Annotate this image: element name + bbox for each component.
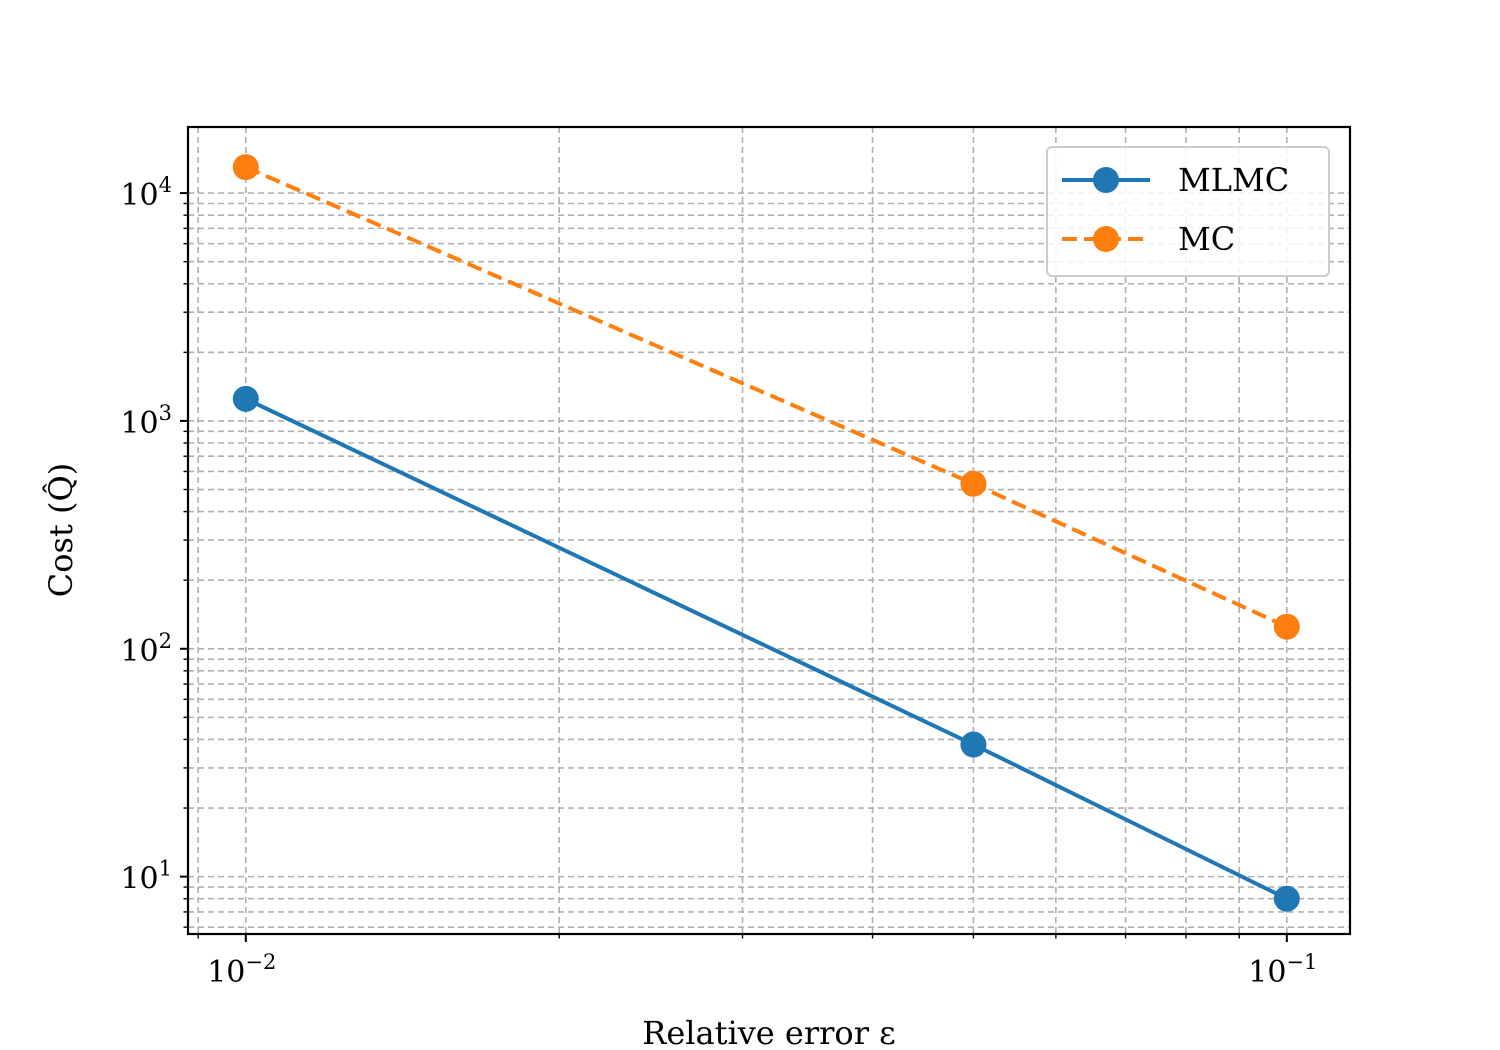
y-tick-label-base: 10 <box>120 178 158 213</box>
data-point-mlmc <box>960 731 987 758</box>
plot-frame <box>186 125 1352 936</box>
legend-label-mc: MC <box>1178 220 1235 258</box>
x-tick-label-base: 10 <box>207 955 245 990</box>
series-mc <box>232 154 1300 640</box>
data-point-mc <box>960 470 987 497</box>
y-tick-label: 103 <box>120 401 172 441</box>
legend-marker-mlmc <box>1093 167 1119 193</box>
grid <box>188 127 1350 934</box>
legend-item-mlmc: MLMC <box>1062 161 1289 199</box>
x-tick-label-exponent: −2 <box>245 950 276 974</box>
data-point-mlmc <box>232 385 259 412</box>
y-tick-label-exponent: 3 <box>159 401 172 425</box>
x-tick-label-exponent: −1 <box>1286 950 1317 974</box>
y-tick-label-base: 10 <box>120 862 158 897</box>
y-tick-label: 104 <box>120 173 172 213</box>
x-axis-title: Relative error ε <box>642 1014 895 1050</box>
legend-label-mlmc: MLMC <box>1178 161 1289 199</box>
data-point-mc <box>232 154 259 181</box>
legend-marker-mc <box>1093 226 1119 252</box>
y-tick-label: 101 <box>120 857 172 897</box>
legend-item-mc: MC <box>1062 220 1235 258</box>
series-mlmc <box>232 385 1300 912</box>
legend: MLMC MC <box>1046 146 1330 277</box>
y-tick-label-exponent: 4 <box>159 173 172 197</box>
x-tick-label: 10−1 <box>1248 950 1317 990</box>
y-tick-label-base: 10 <box>120 406 158 441</box>
data-point-mc <box>1273 613 1300 640</box>
data-point-mlmc <box>1273 885 1300 912</box>
y-tick-label-base: 10 <box>120 634 158 669</box>
x-tick-label-base: 10 <box>1248 955 1286 990</box>
y-tick-label-exponent: 1 <box>159 857 172 881</box>
y-tick-label-exponent: 2 <box>159 629 172 653</box>
x-tick-label: 10−2 <box>207 950 276 990</box>
series-layer <box>232 154 1300 912</box>
y-axis-title: Cost (Q̂) <box>42 463 80 597</box>
y-tick-label: 102 <box>120 629 172 669</box>
